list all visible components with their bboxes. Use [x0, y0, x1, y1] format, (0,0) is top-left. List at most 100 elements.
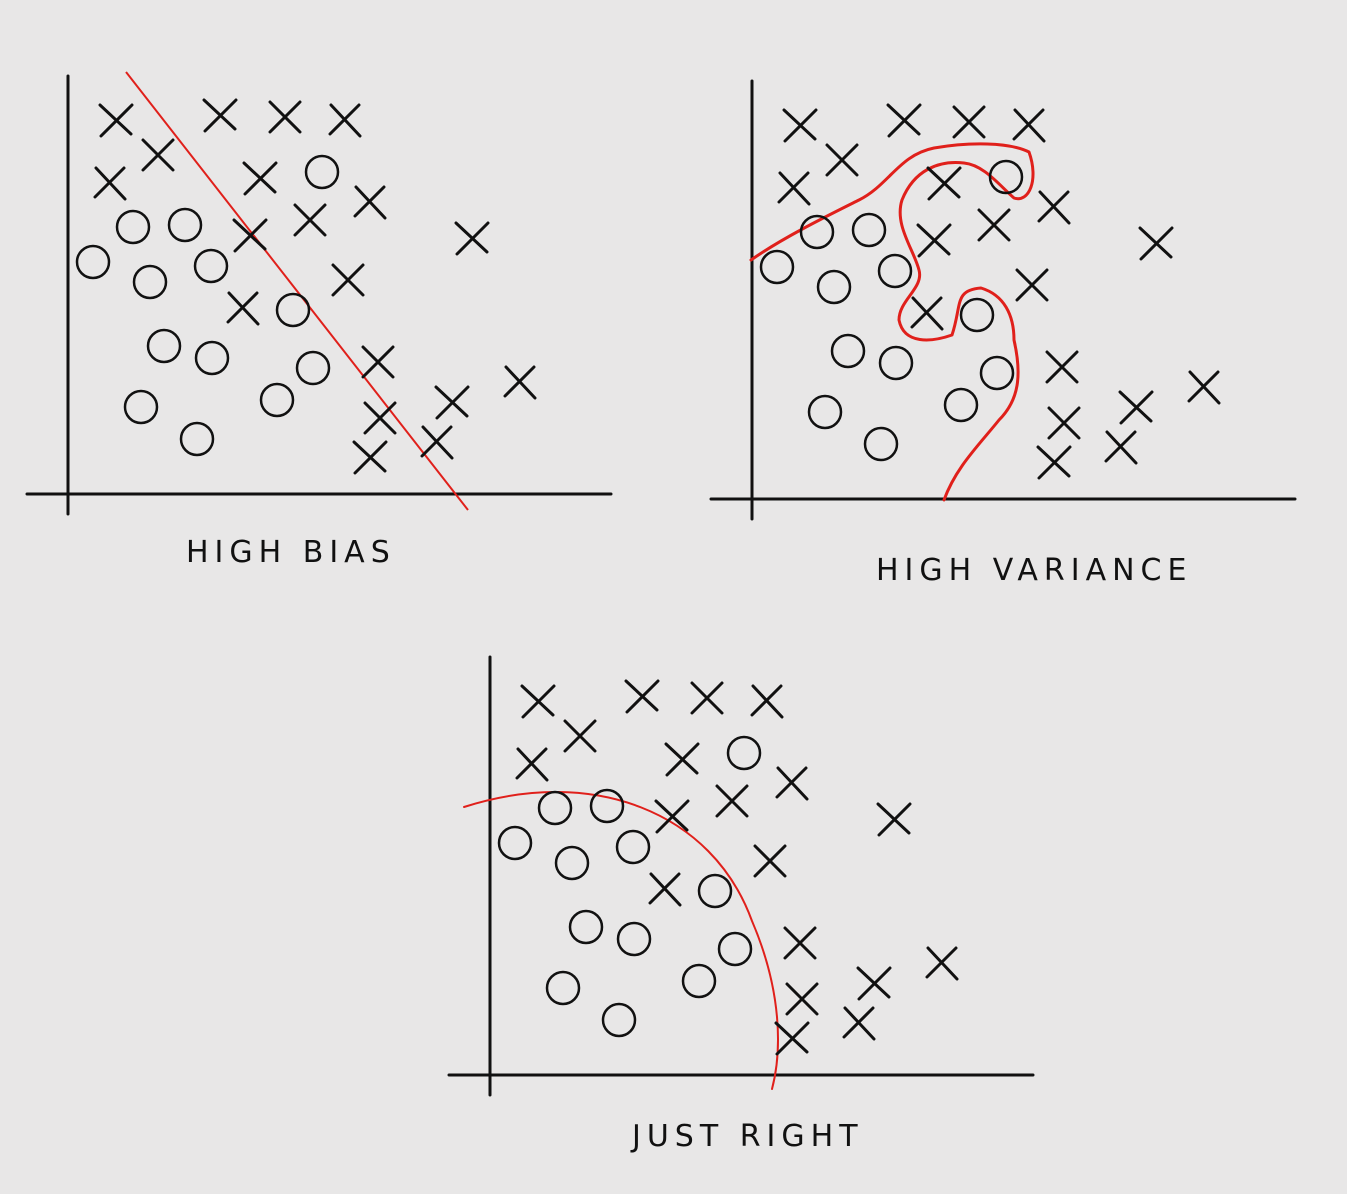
decision-boundary-overfit-curve — [749, 142, 1035, 502]
o-mark — [830, 333, 866, 369]
x-mark — [1047, 406, 1081, 440]
x-mark — [268, 100, 302, 134]
x-mark — [1012, 108, 1046, 143]
o-mark — [115, 209, 151, 245]
o-mark — [545, 970, 581, 1006]
o-mark — [717, 931, 753, 967]
o-mark — [179, 421, 215, 457]
o-mark — [304, 154, 340, 190]
o-mark — [589, 788, 625, 824]
o-mark — [601, 1002, 637, 1038]
x-mark — [515, 747, 549, 782]
x-mark — [916, 223, 952, 258]
x-mark — [1036, 445, 1072, 480]
panel-label: HIGH BIAS — [186, 535, 396, 570]
o-mark — [878, 345, 914, 381]
x-mark — [503, 365, 537, 400]
axes — [25, 74, 613, 516]
x-mark — [1037, 190, 1071, 225]
o-mark — [697, 873, 733, 909]
x-mark — [1138, 226, 1174, 261]
x-mark — [715, 784, 749, 818]
x-mark — [886, 103, 922, 138]
x-mark — [842, 1006, 876, 1041]
o-mark — [943, 387, 979, 423]
x-mark — [293, 203, 327, 237]
x-mark — [328, 103, 362, 138]
x-mark — [783, 926, 817, 960]
o-mark — [132, 264, 168, 300]
o-mark — [615, 829, 651, 865]
decision-boundary-arc — [463, 791, 779, 1090]
x-mark — [1118, 390, 1154, 425]
x-mark — [775, 766, 809, 801]
data-points — [497, 679, 959, 1056]
x-mark — [242, 161, 278, 196]
x-mark — [98, 103, 134, 138]
axes — [447, 655, 1035, 1097]
x-mark — [363, 401, 397, 435]
x-mark — [856, 966, 892, 1001]
o-mark — [759, 249, 795, 285]
x-mark — [925, 946, 959, 981]
x-mark — [1187, 370, 1221, 405]
o-mark — [537, 790, 573, 826]
panel-high-bias: HIGH BIAS — [25, 71, 613, 570]
x-mark — [926, 166, 962, 201]
o-mark — [193, 248, 229, 284]
axes — [709, 79, 1297, 521]
o-mark — [167, 207, 203, 243]
o-mark — [554, 845, 590, 881]
o-mark — [295, 350, 331, 386]
data-points — [759, 103, 1221, 480]
o-mark — [799, 214, 835, 250]
x-mark — [664, 742, 700, 777]
o-mark — [75, 244, 111, 280]
decision-boundary-line — [125, 71, 469, 511]
x-mark — [93, 166, 127, 201]
o-mark — [851, 212, 887, 248]
x-mark — [434, 385, 470, 420]
o-mark — [681, 963, 717, 999]
x-mark — [361, 345, 395, 379]
x-mark — [750, 684, 784, 719]
panel-just-right: JUST RIGHT — [447, 655, 1035, 1154]
o-mark — [568, 909, 604, 945]
panel-label: JUST RIGHT — [630, 1119, 864, 1154]
o-mark — [616, 921, 652, 957]
x-mark — [1104, 430, 1138, 465]
x-mark — [232, 218, 268, 253]
o-mark — [259, 382, 295, 418]
x-mark — [977, 208, 1011, 242]
x-mark — [648, 872, 682, 907]
x-mark — [910, 296, 944, 331]
x-mark — [353, 185, 387, 220]
x-mark — [1015, 268, 1049, 302]
o-mark — [877, 253, 913, 289]
x-mark — [563, 719, 597, 753]
x-mark — [202, 98, 238, 133]
o-mark — [807, 394, 843, 430]
x-mark — [226, 291, 260, 326]
x-mark — [825, 143, 859, 177]
panel-high-variance: HIGH VARIANCE — [709, 79, 1297, 588]
o-mark — [816, 269, 852, 305]
o-mark — [959, 297, 995, 333]
x-mark — [690, 681, 724, 715]
x-mark — [654, 799, 690, 834]
panel-label: HIGH VARIANCE — [876, 553, 1192, 588]
x-mark — [1045, 350, 1079, 384]
data-points — [75, 98, 537, 475]
x-mark — [520, 684, 556, 719]
o-mark — [979, 355, 1015, 391]
o-mark — [863, 426, 899, 462]
x-mark — [141, 138, 175, 172]
x-mark — [352, 440, 388, 475]
o-mark — [497, 825, 533, 861]
x-mark — [782, 108, 818, 143]
x-mark — [420, 425, 454, 460]
x-mark — [876, 802, 912, 837]
o-mark — [275, 292, 311, 328]
